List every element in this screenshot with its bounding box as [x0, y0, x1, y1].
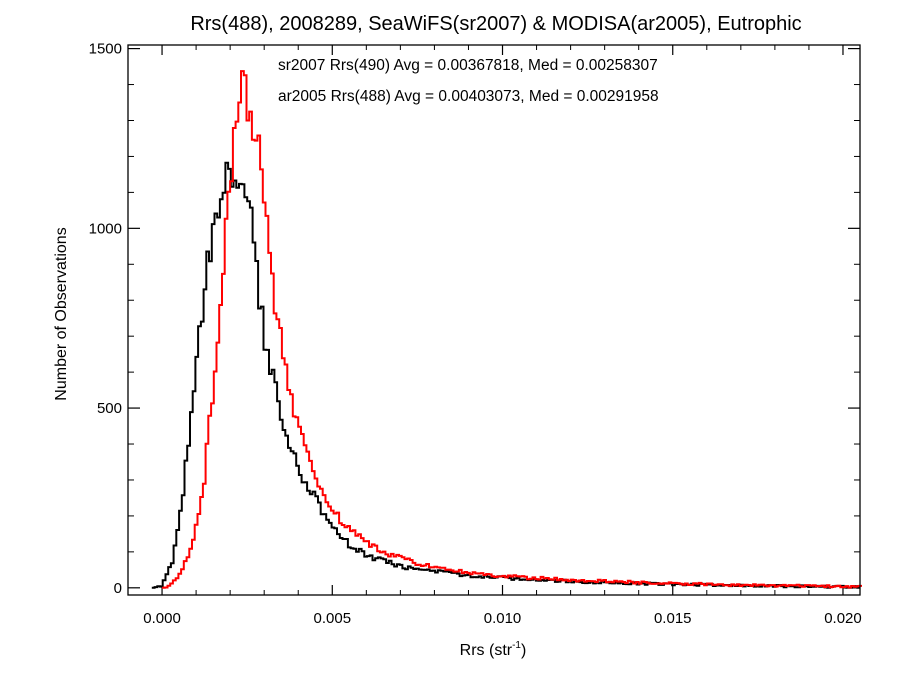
- legend-annotation-sr2007: sr2007 Rrs(490) Avg = 0.00367818, Med = …: [278, 57, 658, 74]
- x-tick-label: 0.005: [314, 610, 352, 627]
- x-axis-label-base: Rrs (str: [460, 642, 513, 659]
- y-tick-label: 500: [97, 400, 122, 417]
- legend-annotation-ar2005: ar2005 Rrs(488) Avg = 0.00403073, Med = …: [278, 88, 659, 105]
- y-tick-label: 0: [114, 580, 122, 597]
- series-line-ar2005: [162, 70, 862, 589]
- series-line-sr2007: [151, 161, 860, 589]
- chart-title: Rrs(488), 2008289, SeaWiFS(sr2007) & MOD…: [190, 13, 801, 35]
- x-axis-ticks: 0.000 0.005 0.010 0.015 0.020: [127, 45, 862, 627]
- plot-frame: [127, 44, 861, 596]
- x-tick-label: 0.010: [484, 610, 522, 627]
- x-tick-label: 0.015: [654, 610, 692, 627]
- y-tick-label: 1500: [89, 41, 122, 58]
- x-tick-label: 0.000: [143, 610, 181, 627]
- x-axis-label-close: ): [521, 642, 526, 659]
- y-axis-label: Number of Observations: [53, 227, 70, 400]
- y-tick-label: 1000: [89, 220, 122, 237]
- y-axis-ticks: 0 500 1000 1500: [89, 41, 860, 597]
- series-layer: [151, 70, 862, 589]
- x-axis-label-sup: -1: [512, 640, 521, 651]
- x-tick-label: 0.020: [824, 610, 862, 627]
- x-axis-label: Rrs (str-1): [460, 640, 527, 659]
